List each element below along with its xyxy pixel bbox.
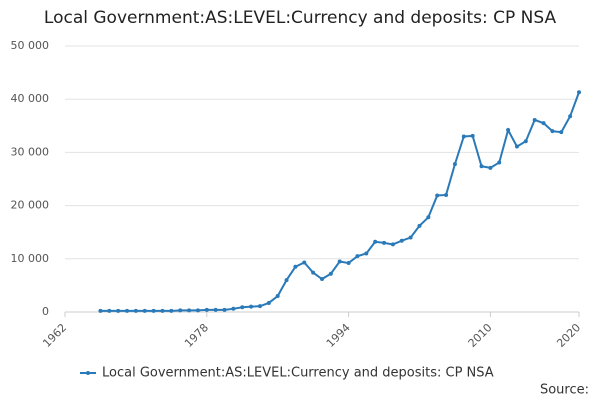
point [514,144,519,149]
point [373,239,378,244]
y-tick-label: 50 000 [11,39,50,52]
y-tick-label: 10 000 [11,252,50,265]
y-tick-label: 20 000 [11,199,50,212]
point [320,277,324,282]
point [249,304,254,309]
point [284,278,289,283]
point [355,254,360,259]
point [187,308,192,313]
point [417,223,422,228]
point [461,134,466,139]
point [488,165,493,170]
x-tick-label: 2010 [466,321,495,350]
point [98,308,103,313]
point [266,300,271,305]
point [204,307,209,312]
point [550,129,555,134]
point [444,192,449,197]
legend-label: Local Government:AS:LEVEL:Currency and d… [102,366,494,381]
point [577,90,581,95]
point [346,261,351,266]
point [116,308,121,313]
point [231,306,236,311]
point [559,130,564,135]
point [532,117,537,122]
point [151,308,156,313]
point [364,251,369,256]
point [142,308,147,313]
point [133,308,138,313]
point [399,238,404,243]
point [178,308,183,313]
point [390,242,395,247]
point [213,307,218,312]
legend-marker [86,371,90,375]
point [470,133,475,138]
point [311,270,316,275]
line [100,91,580,312]
point [479,164,484,169]
y-tick-label: 30 000 [11,145,50,158]
y-tick-label: 40 000 [11,92,50,105]
point [195,308,200,313]
point [302,260,307,265]
point [240,305,245,310]
point [169,308,174,313]
point [257,304,262,309]
x-tick-label: 1978 [182,321,211,350]
point [222,307,227,312]
point [435,193,440,198]
x-tick-label: 2020 [554,321,583,350]
chart-title: Local Government:AS:LEVEL:Currency and d… [44,8,557,28]
point [506,128,511,133]
x-tick-label: 1994 [324,321,353,350]
point [107,308,112,313]
point [160,308,165,313]
point [452,162,457,167]
point [408,235,413,240]
point [541,121,546,126]
point [337,259,342,264]
x-tick-label: 1962 [40,321,69,350]
point [328,271,333,276]
point [293,264,298,269]
source: Source: [540,383,589,398]
point [125,308,130,313]
point [426,215,431,220]
point [275,294,280,299]
point [568,114,573,119]
point [382,240,387,245]
point [497,160,502,165]
y-tick-label: 0 [42,305,49,318]
point [523,139,528,144]
